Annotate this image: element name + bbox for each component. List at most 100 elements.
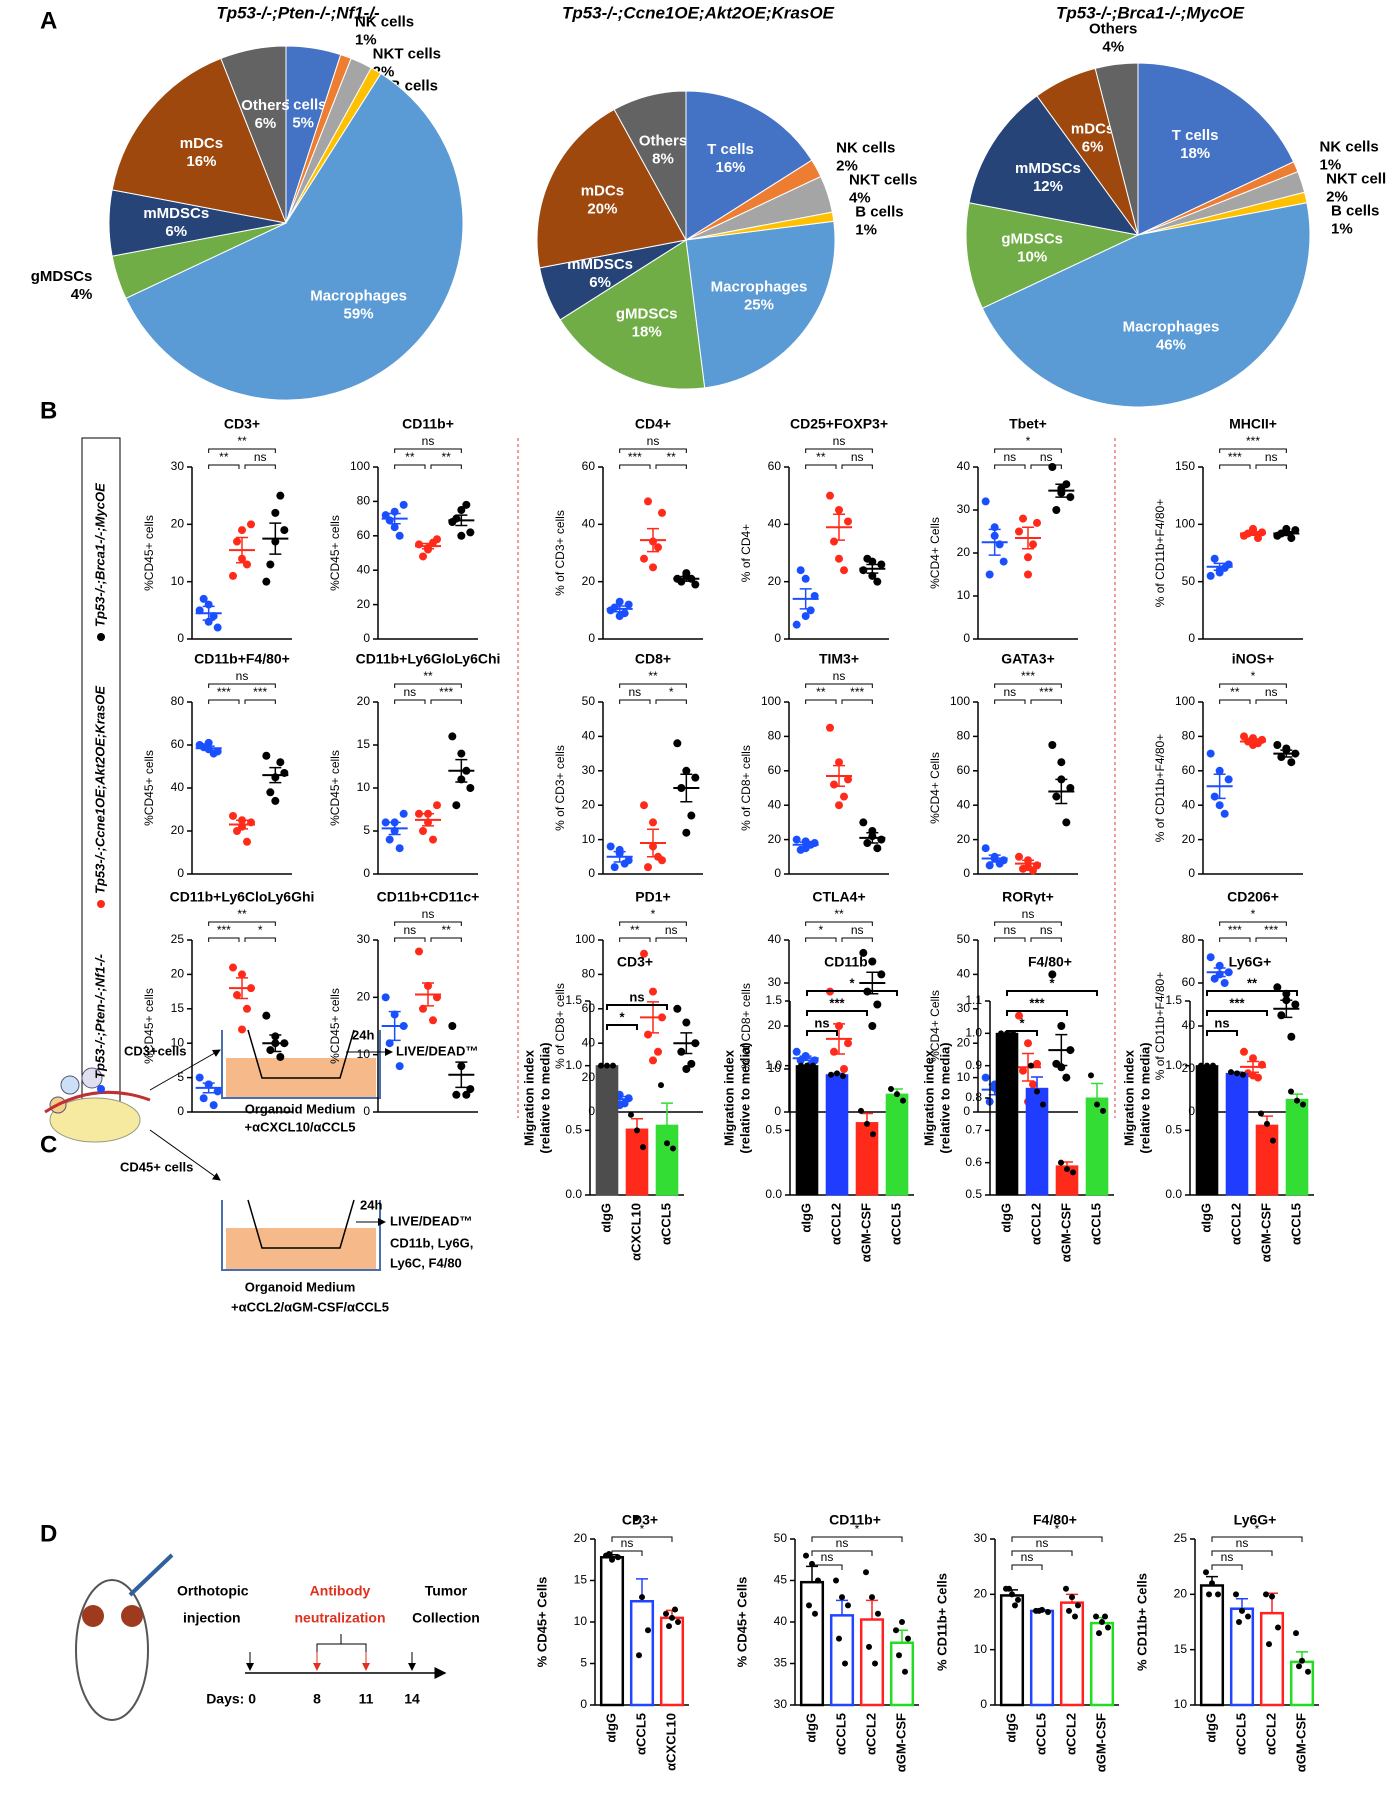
y-axis-label: %CD4+ Cells bbox=[928, 517, 942, 589]
dot bbox=[1058, 1159, 1064, 1166]
sig-label: ns bbox=[621, 1536, 634, 1550]
sig-label: * bbox=[855, 1522, 860, 1536]
dot bbox=[466, 784, 475, 792]
error-bar bbox=[1280, 749, 1293, 758]
y-tick-label: 0 bbox=[1188, 1104, 1195, 1118]
dot bbox=[1249, 1054, 1257, 1063]
dot bbox=[815, 1577, 821, 1584]
dot bbox=[828, 1071, 834, 1078]
dot bbox=[598, 1062, 604, 1069]
y-tick-label: 80 bbox=[768, 729, 782, 743]
dot bbox=[1305, 1668, 1311, 1675]
dot bbox=[1006, 1585, 1012, 1592]
sig-bracket bbox=[606, 1024, 638, 1030]
x-tick-label: αIgG bbox=[998, 1203, 1013, 1233]
y-tick-label: 25 bbox=[1174, 1531, 1188, 1545]
dot bbox=[833, 1577, 839, 1584]
dot bbox=[859, 566, 868, 575]
error-bar bbox=[1055, 778, 1068, 805]
dot bbox=[395, 531, 404, 540]
dot bbox=[1066, 493, 1075, 502]
dot bbox=[1063, 1585, 1069, 1592]
y-tick-label: 0 bbox=[363, 1104, 370, 1118]
dot bbox=[243, 560, 251, 569]
dot bbox=[247, 520, 255, 529]
dot bbox=[801, 612, 810, 621]
dot bbox=[1234, 1070, 1240, 1077]
dot bbox=[1236, 1619, 1242, 1625]
dot bbox=[1287, 1032, 1296, 1041]
dot bbox=[429, 538, 437, 547]
dot bbox=[1224, 775, 1233, 784]
dot bbox=[452, 801, 461, 810]
y-tick-label: 0 bbox=[1188, 631, 1195, 645]
dot bbox=[644, 863, 652, 872]
sig-bracket bbox=[394, 448, 462, 453]
pie-slice bbox=[965, 202, 1140, 309]
error-bar bbox=[422, 813, 434, 827]
dot bbox=[381, 993, 390, 1002]
x-tick-label: αCCL5 bbox=[1288, 1203, 1303, 1245]
dot bbox=[1228, 1069, 1234, 1076]
y-axis-label: %CD45+ cells bbox=[328, 988, 342, 1064]
pie-slice bbox=[685, 220, 836, 389]
y-axis-label: % of CD3+ cells bbox=[553, 745, 567, 831]
error-bar bbox=[866, 563, 879, 574]
dot bbox=[1249, 524, 1257, 533]
sig-label: ns bbox=[836, 1536, 849, 1550]
dot bbox=[866, 1643, 872, 1650]
dot bbox=[238, 970, 246, 979]
y-tick-label: 20 bbox=[574, 1531, 588, 1545]
error-bar bbox=[631, 1117, 643, 1130]
dot bbox=[1099, 1619, 1105, 1625]
y-tick-label: 20 bbox=[582, 574, 596, 588]
error-bar bbox=[1055, 483, 1068, 498]
dot bbox=[670, 1145, 676, 1152]
chart-title: Tbet+ bbox=[1009, 416, 1047, 432]
chart-title: GATA3+ bbox=[1001, 651, 1055, 667]
dot bbox=[1291, 1000, 1300, 1009]
dot bbox=[1206, 1591, 1212, 1598]
y-tick-label: 30 bbox=[974, 1531, 988, 1545]
sig-bracket bbox=[611, 1536, 673, 1542]
error-bar bbox=[647, 1001, 659, 1034]
error-bar bbox=[202, 605, 215, 621]
x-tick-label: αIgG bbox=[598, 1203, 613, 1233]
error-bar bbox=[455, 1061, 468, 1089]
dot bbox=[649, 1056, 657, 1065]
pie-label: mMDSCs bbox=[1015, 160, 1081, 177]
pie-slice bbox=[1137, 62, 1295, 236]
pie-value-label: 6% bbox=[1082, 138, 1104, 155]
pie-label: B cells bbox=[1331, 202, 1379, 219]
sig-bracket bbox=[208, 448, 276, 453]
dot bbox=[390, 523, 399, 532]
pie-value-label: 5% bbox=[292, 115, 314, 132]
dot bbox=[381, 818, 390, 827]
y-axis-label: % of CD8+ cells bbox=[739, 745, 753, 831]
pie-label: NKT cells bbox=[373, 45, 441, 62]
diagram-text: Ly6C, F4/80 bbox=[390, 1255, 462, 1270]
y-tick-label: 0 bbox=[580, 1697, 587, 1711]
error-bar bbox=[680, 773, 693, 803]
error-bar bbox=[1213, 967, 1226, 978]
error-bar bbox=[236, 536, 248, 564]
syringe bbox=[128, 1553, 174, 1597]
dot bbox=[1288, 1088, 1294, 1095]
chart-title: F4/80+ bbox=[1028, 954, 1072, 970]
y-axis-label: % CD45+ Cells bbox=[534, 1577, 549, 1668]
sig-bracket bbox=[806, 1010, 868, 1016]
dot bbox=[999, 557, 1008, 566]
diagram-text: +αCCL2/αGM-CSF/αCCL5 bbox=[231, 1299, 389, 1314]
sig-bracket bbox=[1030, 937, 1062, 942]
dot bbox=[1040, 1101, 1046, 1108]
dot bbox=[1033, 518, 1041, 527]
dot bbox=[864, 1120, 870, 1127]
y-tick-label: 10 bbox=[582, 832, 596, 846]
sig-label: ns bbox=[236, 669, 249, 683]
sig-label: ns bbox=[1265, 450, 1278, 464]
dot bbox=[1287, 758, 1296, 767]
pie-value-label: 6% bbox=[255, 115, 277, 132]
dot bbox=[229, 963, 237, 972]
sig-bracket bbox=[805, 921, 873, 926]
x-tick-label: αCCL5 bbox=[1088, 1203, 1103, 1245]
